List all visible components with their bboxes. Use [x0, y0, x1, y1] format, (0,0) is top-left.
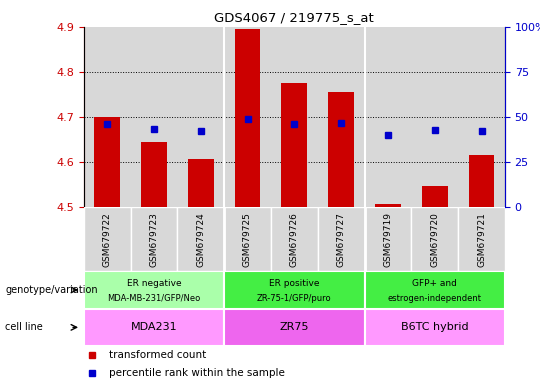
Text: ZR-75-1/GFP/puro: ZR-75-1/GFP/puro: [257, 294, 332, 303]
Bar: [458, 207, 505, 271]
Text: GSM679719: GSM679719: [383, 212, 393, 267]
Bar: [141, 142, 167, 207]
Bar: [84, 309, 224, 346]
Text: MDA231: MDA231: [131, 322, 177, 333]
Bar: [224, 27, 271, 207]
Bar: [318, 27, 364, 207]
Bar: [411, 27, 458, 207]
Text: GSM679726: GSM679726: [290, 212, 299, 267]
Text: ER negative: ER negative: [126, 278, 181, 288]
Bar: [375, 204, 401, 207]
Text: transformed count: transformed count: [109, 350, 206, 360]
Bar: [271, 27, 318, 207]
Bar: [224, 309, 364, 346]
Bar: [84, 27, 131, 207]
Text: GSM679725: GSM679725: [243, 212, 252, 267]
Bar: [224, 271, 364, 309]
Text: MDA-MB-231/GFP/Neo: MDA-MB-231/GFP/Neo: [107, 294, 200, 303]
Text: GSM679720: GSM679720: [430, 212, 439, 267]
Text: GSM679722: GSM679722: [103, 212, 112, 267]
Bar: [224, 207, 271, 271]
Bar: [364, 207, 411, 271]
Bar: [271, 207, 318, 271]
Text: percentile rank within the sample: percentile rank within the sample: [109, 368, 285, 378]
Text: ER positive: ER positive: [269, 278, 320, 288]
Bar: [281, 83, 307, 207]
Bar: [364, 271, 505, 309]
Bar: [318, 207, 364, 271]
Text: GSM679727: GSM679727: [336, 212, 346, 267]
Title: GDS4067 / 219775_s_at: GDS4067 / 219775_s_at: [214, 11, 374, 24]
Text: GSM679723: GSM679723: [150, 212, 158, 267]
Text: ZR75: ZR75: [280, 322, 309, 333]
Bar: [328, 92, 354, 207]
Bar: [364, 309, 505, 346]
Bar: [458, 27, 505, 207]
Bar: [84, 207, 131, 271]
Text: estrogen-independent: estrogen-independent: [388, 294, 482, 303]
Text: genotype/variation: genotype/variation: [5, 285, 98, 295]
Text: cell line: cell line: [5, 322, 43, 333]
Bar: [188, 159, 214, 207]
Text: GSM679724: GSM679724: [196, 212, 205, 267]
Bar: [177, 27, 224, 207]
Bar: [94, 117, 120, 207]
Text: GFP+ and: GFP+ and: [412, 278, 457, 288]
Bar: [84, 271, 224, 309]
Text: GSM679721: GSM679721: [477, 212, 486, 267]
Text: B6TC hybrid: B6TC hybrid: [401, 322, 469, 333]
Bar: [364, 27, 411, 207]
Bar: [131, 27, 177, 207]
Bar: [177, 207, 224, 271]
Bar: [469, 156, 495, 207]
Bar: [131, 207, 177, 271]
Bar: [235, 29, 260, 207]
Bar: [411, 207, 458, 271]
Bar: [422, 186, 448, 207]
